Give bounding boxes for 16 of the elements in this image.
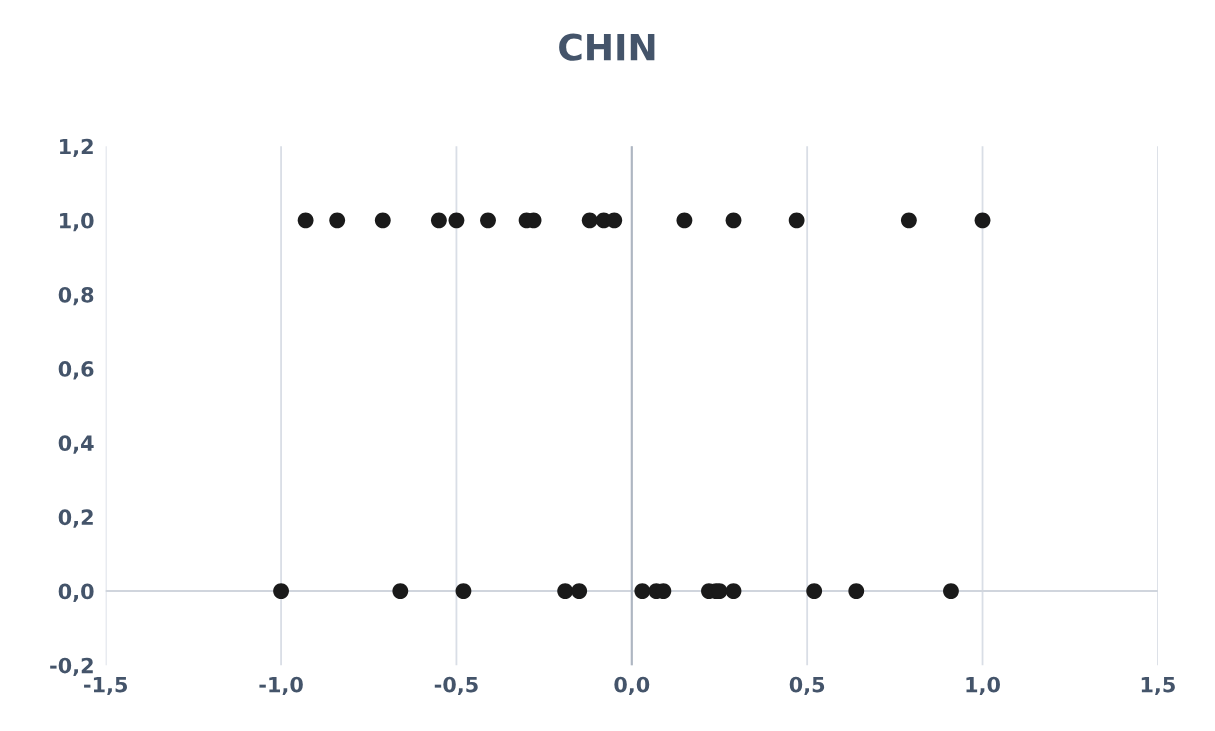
x-tick-label: 0,5 — [789, 676, 825, 696]
y-tick-label: 1,0 — [60, 212, 94, 232]
y-tick-label: -0,2 — [50, 657, 93, 677]
y-tick-label: 1,2 — [60, 138, 93, 158]
y-tick-label: 0,6 — [58, 361, 94, 380]
y-tick-label: 0,2 — [58, 509, 93, 528]
x-tick-label: -1,5 — [84, 676, 128, 696]
y-tick-label: 0,0 — [58, 583, 94, 602]
x-tick-label: 1,5 — [1141, 676, 1175, 696]
x-tick-label: -0,5 — [434, 676, 478, 696]
x-tick-label: 1,0 — [966, 676, 1000, 696]
x-tick-label: 0,0 — [614, 676, 650, 696]
y-tick-label: 0,8 — [58, 286, 94, 306]
chart-title: CHIN — [559, 33, 655, 61]
x-tick-label: -1,0 — [259, 676, 303, 696]
y-tick-label: 0,4 — [58, 435, 94, 454]
